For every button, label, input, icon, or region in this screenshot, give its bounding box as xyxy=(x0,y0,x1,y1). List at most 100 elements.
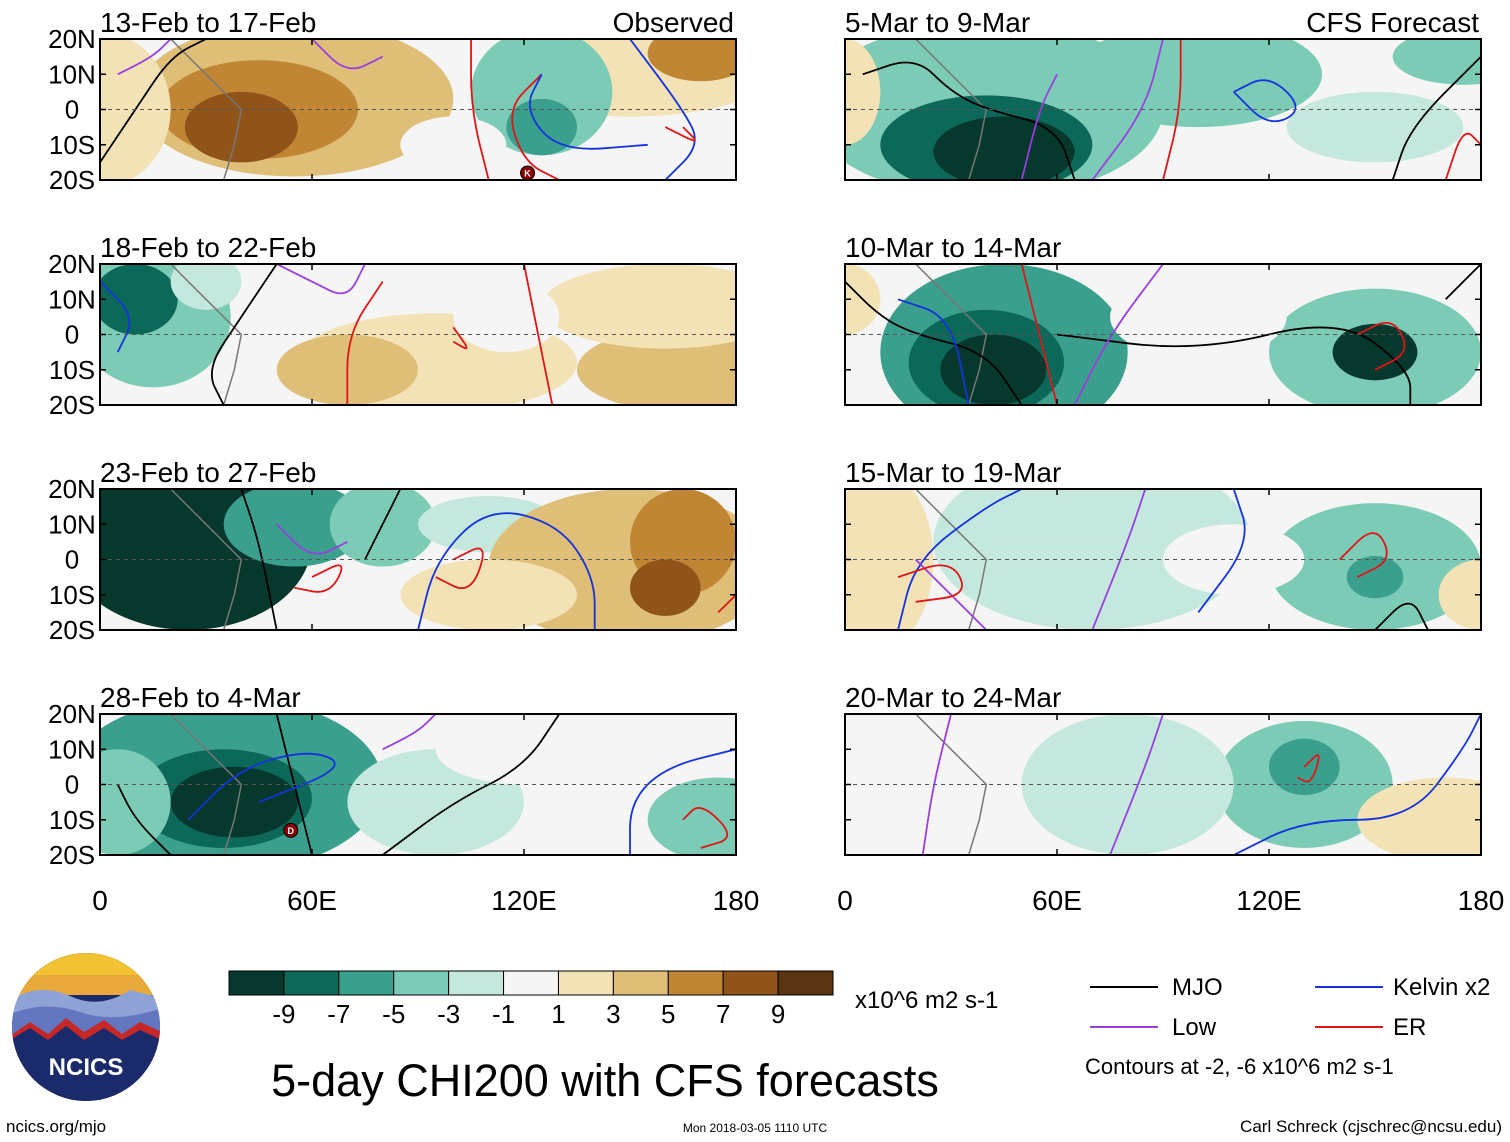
storm-marker-label: K xyxy=(524,168,531,178)
storm-marker-label: D xyxy=(288,826,295,836)
panel-title: 20-Mar to 24-Mar xyxy=(845,682,1061,713)
anomaly-region xyxy=(400,559,577,630)
contour-line xyxy=(897,489,1023,630)
contour-line xyxy=(915,558,987,630)
panel-title: 23-Feb to 27-Feb xyxy=(100,457,316,488)
anomaly-region xyxy=(845,489,934,630)
colorbar-swatch xyxy=(393,970,450,996)
ncics-logo: NCICS xyxy=(12,953,160,1101)
anomaly-region xyxy=(940,334,1047,405)
legend: MJO Kelvin x2 Low ER xyxy=(1090,974,1490,1041)
column-label: CFS Forecast xyxy=(1306,7,1479,38)
anomaly-region xyxy=(1286,91,1464,163)
anomaly-region xyxy=(933,489,1252,630)
contour-line xyxy=(629,748,736,855)
y-tick-label: 10N xyxy=(48,509,96,539)
anomaly-region xyxy=(100,749,171,855)
y-tick-label: 10S xyxy=(49,805,95,835)
figure-title: 5-day CHI200 with CFS forecasts xyxy=(271,1055,939,1106)
panel-title: 5-Mar to 9-Mar xyxy=(845,7,1030,38)
contour-line xyxy=(275,714,313,855)
anomaly-region xyxy=(506,98,577,156)
map-panel: 10-Mar to 14-Mar xyxy=(844,232,1482,406)
contour-line xyxy=(1073,264,1164,405)
panel-title: 10-Mar to 14-Mar xyxy=(845,232,1061,263)
colorbar-tick-label: -1 xyxy=(492,999,515,1029)
anomaly-region xyxy=(453,281,560,353)
anomaly-region xyxy=(100,264,178,335)
contour-line xyxy=(100,280,131,353)
map-panel: 15-Mar to 19-Mar xyxy=(844,457,1482,631)
anomaly-region xyxy=(1346,555,1404,599)
coastline xyxy=(915,264,988,405)
anomaly-region xyxy=(1110,274,1287,360)
coastline xyxy=(915,489,988,630)
y-tick-label: 0 xyxy=(65,545,79,575)
y-tick-label: 20S xyxy=(49,840,95,870)
colorbar-swatch xyxy=(612,970,669,996)
colorbar-tick-label: 3 xyxy=(606,999,620,1029)
contour-line xyxy=(116,784,172,855)
contour-line xyxy=(921,714,952,855)
anomaly-region xyxy=(647,777,736,855)
anomaly-region xyxy=(400,116,507,173)
legend-label: ER xyxy=(1393,1014,1426,1041)
colorbar-tick-label: 1 xyxy=(551,999,565,1029)
colorbar-tick-label: -3 xyxy=(437,999,460,1029)
contour-line xyxy=(1296,754,1320,783)
y-tick-label: 20S xyxy=(49,390,95,420)
anomaly-region xyxy=(471,39,613,156)
contour-line xyxy=(211,264,278,405)
anomaly-region xyxy=(1332,323,1418,381)
contour-line xyxy=(382,714,437,751)
y-tick-label: 10N xyxy=(48,59,96,89)
contour-line xyxy=(1233,714,1481,855)
y-tick-label: 10S xyxy=(49,130,95,160)
contour-line xyxy=(529,73,648,150)
anomaly-region xyxy=(933,116,1075,180)
panels-layer: 13-Feb to 17-Feb Observed 20N 10N 0 10S 20S K 18… xyxy=(48,7,1482,870)
x-tick-label: 60E xyxy=(287,885,337,916)
colorbar-tick-label: 9 xyxy=(771,999,785,1029)
map-panel: 13-Feb to 17-Feb Observed 20N 10N 0 10S 20S K xyxy=(48,7,737,195)
contour-line xyxy=(311,39,384,70)
contour-line xyxy=(117,39,172,76)
site-link[interactable]: ncics.org/mjo xyxy=(6,1117,106,1136)
contour-line xyxy=(276,264,366,295)
coastline xyxy=(915,714,988,855)
timestamp: Mon 2018-03-05 1110 UTC xyxy=(683,1121,828,1135)
anomaly-region xyxy=(541,264,736,349)
anomaly-region xyxy=(435,714,613,785)
contour-line xyxy=(897,564,963,603)
contour-line xyxy=(862,61,1076,180)
colorbar-swatch xyxy=(338,970,395,996)
x-tick-label: 120E xyxy=(491,885,556,916)
storm-marker xyxy=(283,822,299,838)
colorbar-tick-label: -7 xyxy=(327,999,350,1029)
contour-line xyxy=(1056,326,1412,405)
colorbar-swatch xyxy=(722,970,779,996)
y-tick-label: 20N xyxy=(48,249,96,279)
colorbar-swatch xyxy=(667,970,724,996)
y-tick-label: 0 xyxy=(65,320,79,350)
contour-line xyxy=(1374,602,1429,630)
legend-label: MJO xyxy=(1172,974,1223,1001)
contour-line xyxy=(1444,132,1481,180)
contour-note: Contours at -2, -6 x10^6 m2 s-1 xyxy=(1085,1054,1394,1079)
y-tick-label: 10N xyxy=(48,284,96,314)
anomaly-region xyxy=(1074,39,1322,128)
anomaly-region xyxy=(630,559,701,616)
anomaly-region xyxy=(1392,39,1481,85)
anomaly-region xyxy=(845,39,881,145)
contour-line xyxy=(346,281,384,405)
contour-line xyxy=(187,752,336,821)
column-label: Observed xyxy=(613,7,734,38)
anomaly-region xyxy=(329,489,436,567)
contour-line xyxy=(240,489,278,630)
colorbar-swatch xyxy=(777,970,834,996)
contour-line xyxy=(364,489,402,560)
storm-marker xyxy=(520,165,536,181)
colorbar-swatch xyxy=(557,970,614,996)
colorbar-swatch xyxy=(228,970,285,996)
